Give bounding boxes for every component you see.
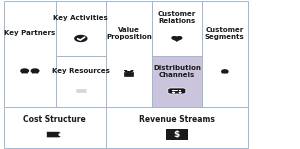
FancyBboxPatch shape [152, 56, 202, 107]
Text: Value
Proposition: Value Proposition [106, 27, 152, 40]
Circle shape [21, 69, 28, 73]
FancyBboxPatch shape [152, 1, 202, 56]
FancyBboxPatch shape [168, 88, 186, 94]
FancyBboxPatch shape [76, 91, 86, 92]
Circle shape [179, 92, 181, 93]
FancyBboxPatch shape [56, 1, 106, 56]
FancyBboxPatch shape [76, 89, 86, 90]
Circle shape [59, 134, 63, 136]
FancyBboxPatch shape [106, 107, 248, 148]
Polygon shape [46, 132, 64, 138]
Circle shape [173, 92, 174, 93]
FancyBboxPatch shape [4, 1, 56, 107]
Text: Customer
Segments: Customer Segments [205, 27, 245, 40]
FancyBboxPatch shape [76, 90, 85, 91]
Circle shape [172, 92, 175, 93]
Text: $: $ [174, 130, 180, 139]
FancyBboxPatch shape [166, 129, 188, 140]
Circle shape [178, 92, 182, 93]
Text: Key Activities: Key Activities [53, 15, 108, 21]
Text: Revenue Streams: Revenue Streams [139, 115, 215, 124]
FancyBboxPatch shape [202, 1, 248, 107]
FancyBboxPatch shape [176, 90, 178, 91]
Circle shape [222, 70, 228, 73]
Text: Cost Structure: Cost Structure [23, 115, 86, 124]
FancyBboxPatch shape [179, 90, 181, 91]
Text: Distribution
Channels: Distribution Channels [153, 65, 201, 78]
FancyBboxPatch shape [4, 107, 106, 148]
FancyBboxPatch shape [124, 73, 134, 76]
FancyBboxPatch shape [56, 56, 106, 107]
Circle shape [75, 35, 87, 41]
Circle shape [31, 69, 39, 73]
FancyBboxPatch shape [172, 90, 175, 91]
Text: Customer
Relations: Customer Relations [158, 11, 196, 24]
Polygon shape [172, 37, 182, 41]
Text: Key Resources: Key Resources [52, 68, 110, 74]
Text: Key Partners: Key Partners [4, 30, 56, 36]
FancyBboxPatch shape [106, 1, 152, 107]
FancyBboxPatch shape [124, 72, 134, 73]
